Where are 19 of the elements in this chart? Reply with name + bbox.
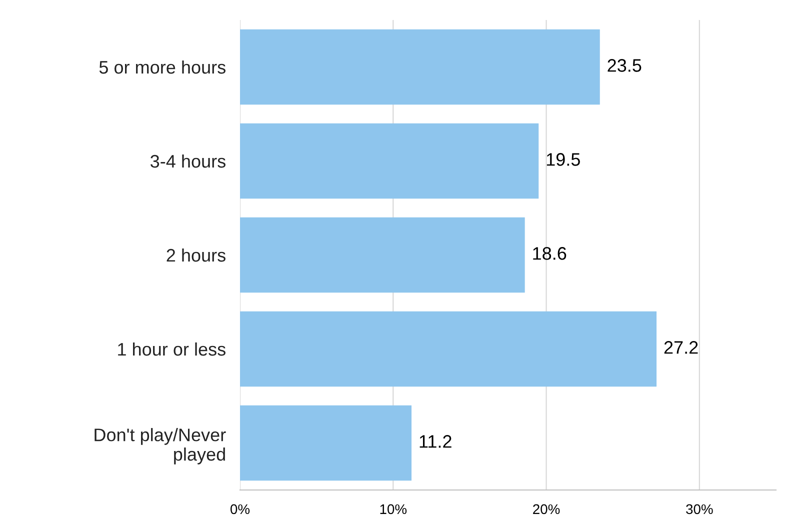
data-label: 18.6 [533,247,566,260]
y-tick-label: 5 or more hours [99,60,226,74]
x-tick-label: 20% [533,504,560,514]
data-label: 23.5 [608,59,642,72]
y-tick-label: 2 hours [166,248,226,262]
data-label: 19.5 [546,153,580,166]
bar [240,123,539,199]
bar [240,405,412,481]
x-tick-label: 0% [230,504,250,514]
y-tick-label: 1 hour or less [118,342,226,356]
data-label: 27.2 [664,341,698,354]
x-tick-label: 10% [380,504,407,514]
data-label: 11.2 [420,435,452,448]
bar [240,311,657,387]
y-tick-label: Don't play/Never played [94,428,226,464]
bar [240,29,600,105]
bar [240,217,525,293]
x-tick-label: 30% [686,504,713,514]
y-tick-label: 3-4 hours [150,154,226,168]
